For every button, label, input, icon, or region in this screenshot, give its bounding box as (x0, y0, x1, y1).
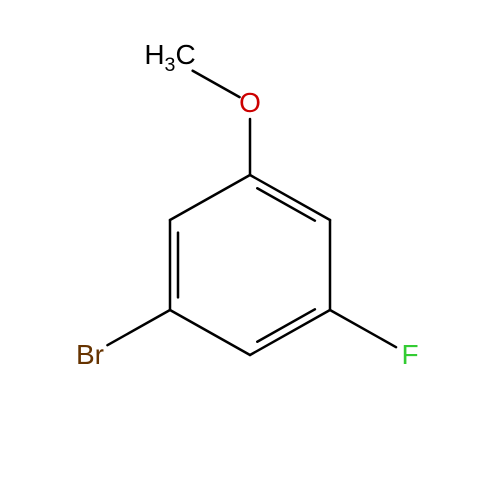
atom-br: Br (76, 339, 104, 371)
atom-ch3: H3C (144, 39, 195, 77)
molecule-canvas: O H3C F Br (0, 0, 500, 500)
bond-layer (0, 0, 500, 500)
atom-f: F (401, 339, 418, 371)
atom-o: O (239, 87, 261, 119)
